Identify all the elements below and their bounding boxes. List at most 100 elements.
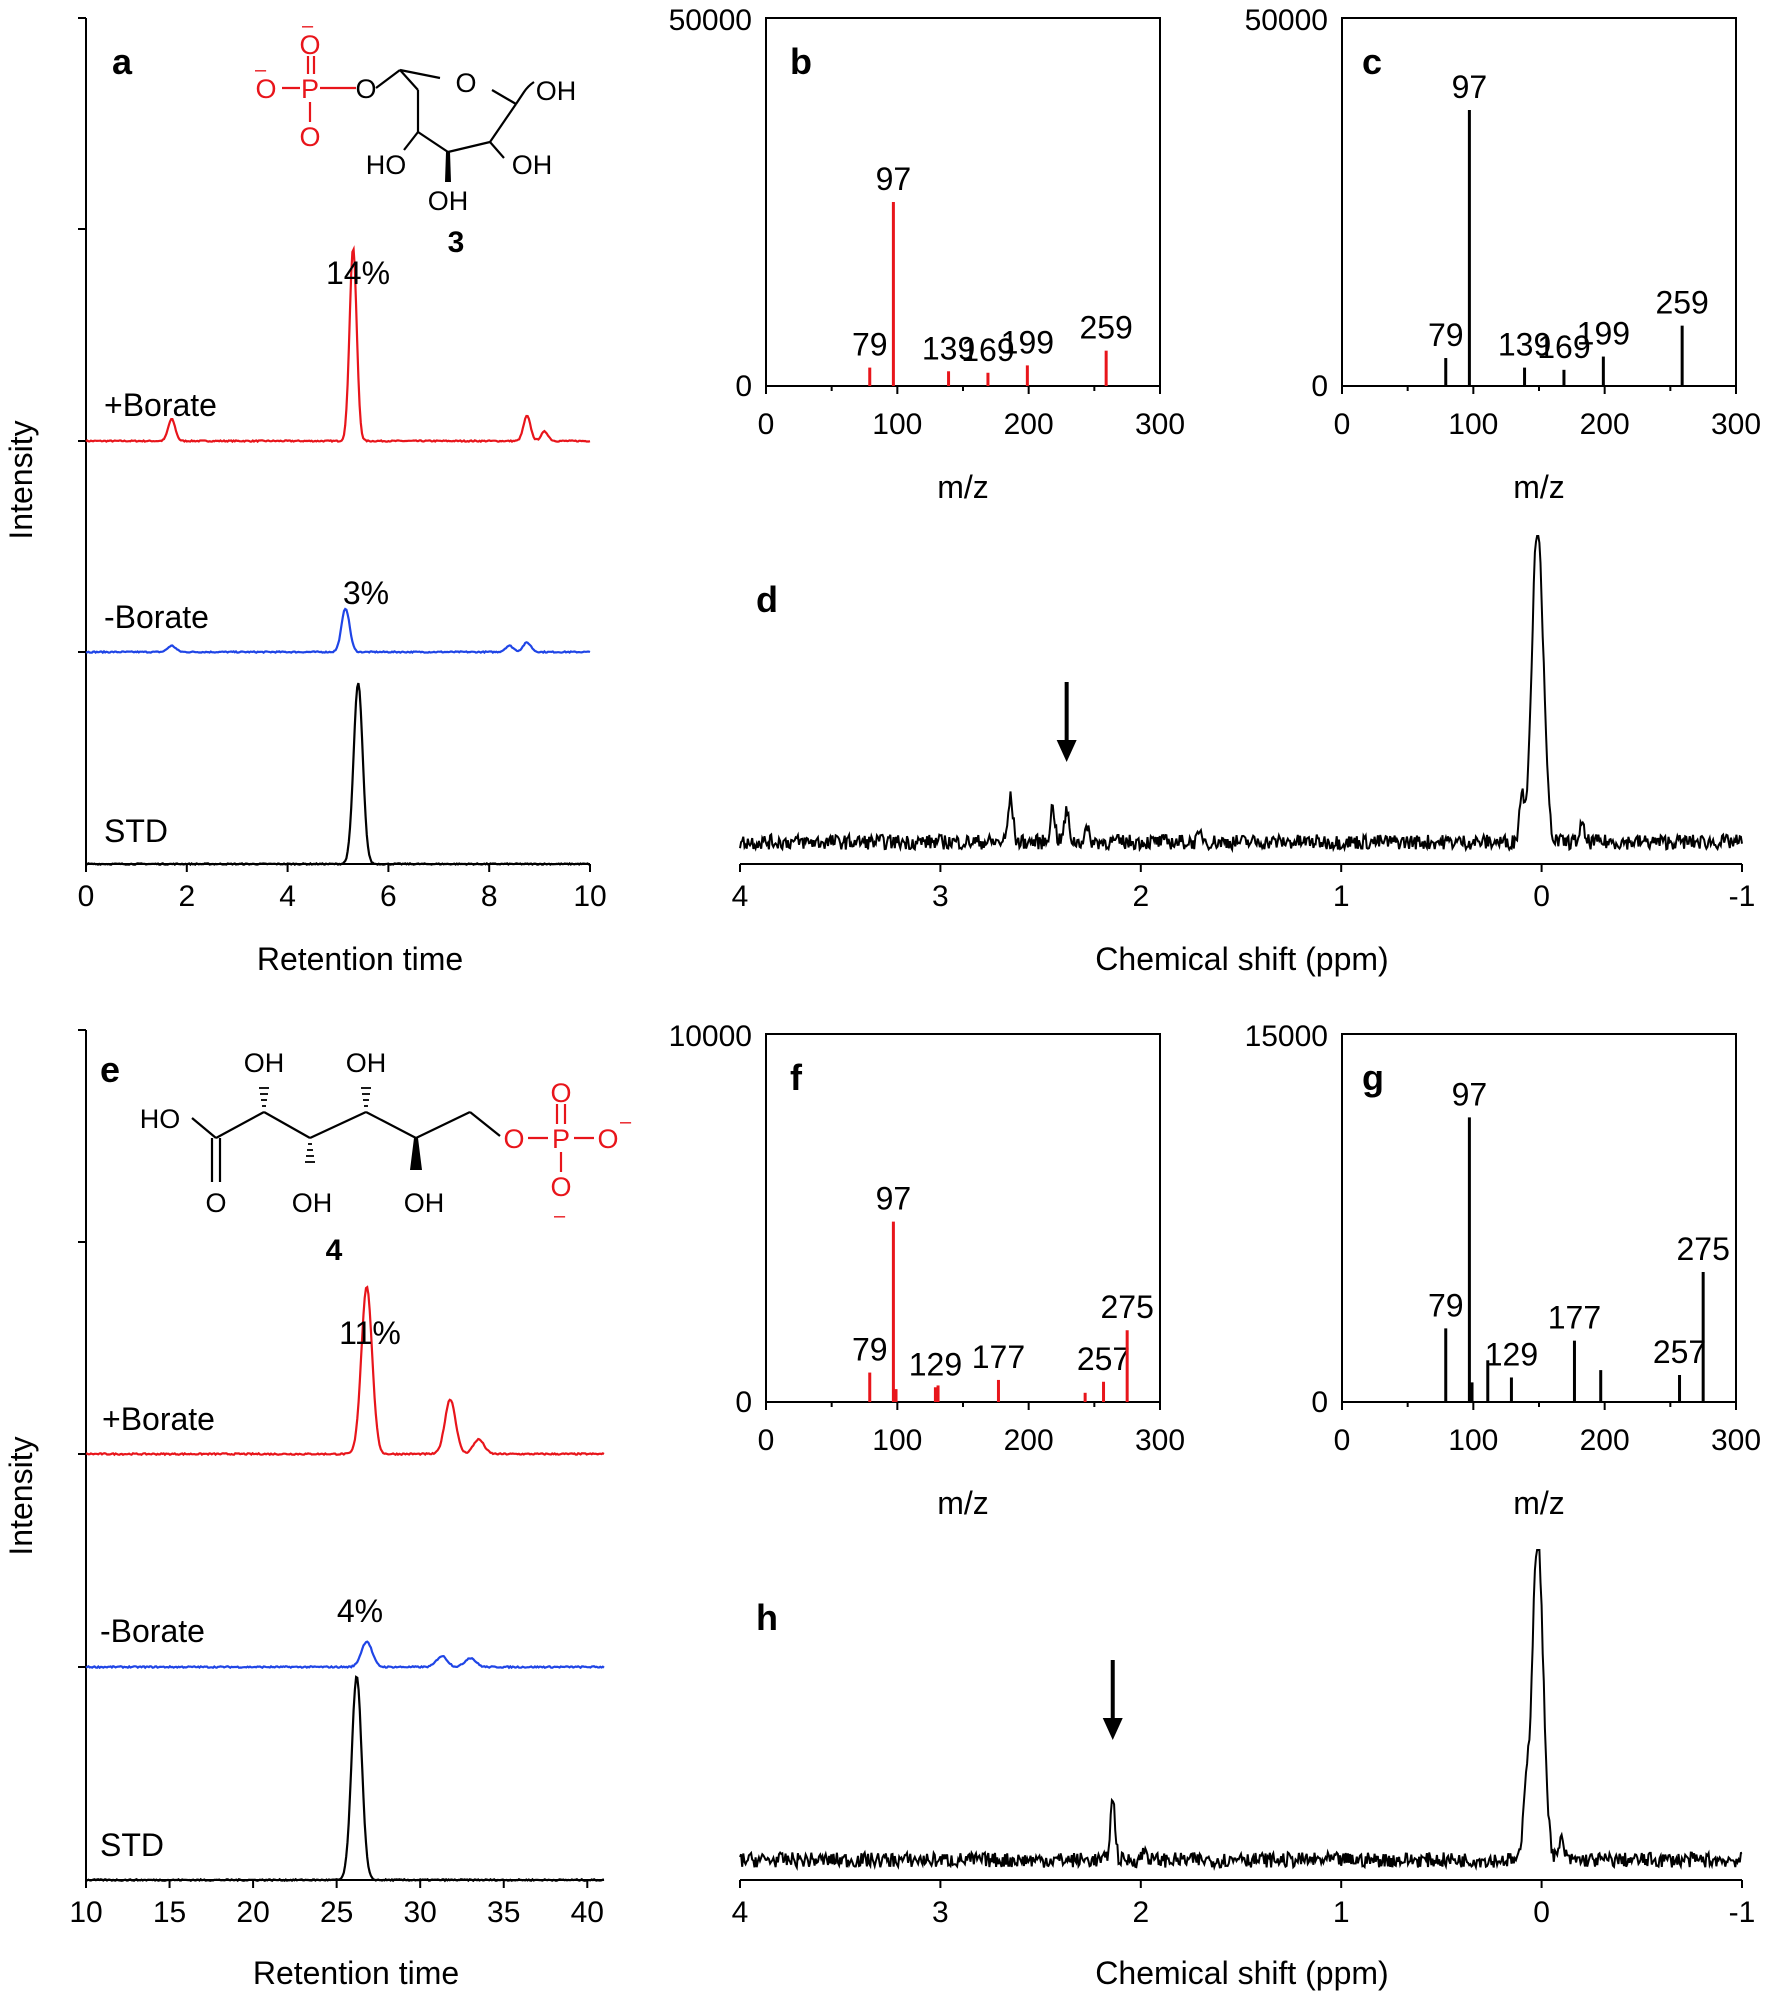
panel-c-peak-label: 259 <box>1655 285 1708 321</box>
panel-g-peak-label: 79 <box>1428 1287 1464 1323</box>
panel-e-x-tick-label: 30 <box>404 1896 437 1929</box>
panel-h-arrow-icon <box>1102 1660 1123 1740</box>
panel-f-peak-label: 129 <box>909 1346 962 1382</box>
compound-3-atom-oh: OH <box>536 76 577 106</box>
panel-c-x-tick-label: 200 <box>1580 408 1630 441</box>
panel-f-label: f <box>790 1057 803 1098</box>
panel-f-peak-label: 79 <box>852 1332 888 1368</box>
compound-4-atom-o: O <box>503 1124 524 1154</box>
panel-c-peak-label: 199 <box>1577 316 1630 352</box>
panel-a-trace-std <box>85 682 591 867</box>
panel-b-peak-label: 139 <box>922 330 975 366</box>
compound-3-atom-o: O <box>299 122 320 152</box>
compound-4-atom-o: O <box>597 1124 618 1154</box>
panel-h-x-ticks: 4 3 2 1 0 -1 <box>732 1880 1756 1929</box>
panel-g-peak-label: 275 <box>1676 1231 1729 1267</box>
panel-e-x-tick-label: 15 <box>153 1896 186 1929</box>
panel-h-x-tick-label: 3 <box>932 1896 949 1929</box>
compound-3-atom-oh: OH <box>428 186 469 216</box>
panel-g-xlabel: m/z <box>1513 1485 1565 1521</box>
panel-a-x-tick-label: 0 <box>78 880 95 913</box>
panel-e-x-tick-label: 35 <box>487 1896 520 1929</box>
compound-4-charge: – <box>554 1205 566 1227</box>
panel-e-x-tick-label: 10 <box>69 1896 102 1929</box>
panel-a-series-label-std: STD <box>104 813 168 849</box>
panel-g-peak-label: 97 <box>1452 1076 1488 1112</box>
compound-3-atom-ho: HO <box>366 150 407 180</box>
panel-c-label: c <box>1362 41 1382 82</box>
compound-3-atom-o: O <box>355 74 376 104</box>
panel-a-ylabel: Intensity <box>3 420 39 539</box>
panel-d: d Chemical shift (ppm) 4 3 2 1 0 -1 <box>732 535 1756 977</box>
panel-d-x-tick-label: 3 <box>932 880 949 913</box>
panel-g-x-tick-label: 0 <box>1334 1424 1351 1457</box>
compound-4-atom-oh: OH <box>244 1048 285 1078</box>
compound-3-atom-oh: OH <box>512 150 553 180</box>
panel-e-xlabel: Retention time <box>253 1955 459 1991</box>
panel-a-x-tick-label: 6 <box>380 880 397 913</box>
panel-b-ytick-label: 50000 <box>669 4 752 37</box>
panel-h-x-tick-label: 4 <box>732 1896 749 1929</box>
compound-4-structure: OH OH HO O OH OH O P O O O – – 4 <box>140 1048 632 1267</box>
panel-b-x-tick-label: 100 <box>872 408 922 441</box>
panel-f-x-tick-label: 200 <box>1004 1424 1054 1457</box>
panel-d-x-tick-label: 1 <box>1333 880 1350 913</box>
compound-3-atom-p: P <box>301 74 319 104</box>
panel-c-peak-label: 79 <box>1428 317 1464 353</box>
compound-3-atom-o: O <box>299 30 320 60</box>
panel-g-peaks: 0 100 200 300 79 97 129 177 257 275 <box>1334 1076 1761 1457</box>
compound-3-number: 3 <box>448 226 465 259</box>
panel-b-peak-label: 259 <box>1079 310 1132 346</box>
panel-a-series-label-minus-borate: -Borate <box>104 599 209 635</box>
panel-d-x-tick-label: 2 <box>1132 880 1149 913</box>
panel-c-peak-label: 139 <box>1498 327 1551 363</box>
compound-3-atom-o: O <box>255 74 276 104</box>
panel-b-peak-label: 97 <box>876 161 912 197</box>
compound-3-charge: – <box>255 59 267 81</box>
panel-g-x-tick-label: 300 <box>1711 1424 1761 1457</box>
panel-b-x-tick-label: 0 <box>758 408 775 441</box>
panel-h-x-tick-label: -1 <box>1729 1896 1756 1929</box>
compound-4-atom-o: O <box>550 1172 571 1202</box>
panel-g-peak-label: 177 <box>1548 1300 1601 1336</box>
panel-c-xlabel: m/z <box>1513 469 1565 505</box>
panel-g-ytick-label: 15000 <box>1245 1020 1328 1053</box>
panel-a-x-tick-label: 10 <box>573 880 606 913</box>
panel-d-x-tick-label: -1 <box>1729 880 1756 913</box>
compound-4-atom-oh: OH <box>404 1188 445 1218</box>
panel-f-x-tick-label: 100 <box>872 1424 922 1457</box>
panel-a-trace-minus-borate <box>85 607 591 655</box>
panel-a-annotation-plus-borate: 14% <box>326 255 390 291</box>
compound-4-atom-p: P <box>552 1124 570 1154</box>
panel-d-label: d <box>756 579 778 620</box>
panel-e-trace-plus-borate <box>85 1285 605 1457</box>
panel-a-x-ticks: 0 2 4 6 8 10 <box>78 864 607 913</box>
panel-h-spectrum <box>739 1549 1743 1872</box>
panel-f-ytick-label: 0 <box>735 1386 752 1419</box>
panel-e-trace-std <box>85 1675 605 1883</box>
panel-f-peak-label: 97 <box>876 1181 912 1217</box>
panel-d-xlabel: Chemical shift (ppm) <box>1095 941 1388 977</box>
panel-c-x-tick-label: 300 <box>1711 408 1761 441</box>
compound-4-charge: – <box>620 1111 632 1133</box>
panel-c-ytick-label: 0 <box>1311 370 1328 403</box>
panel-e-x-tick-label: 25 <box>320 1896 353 1929</box>
panel-d-x-tick-label: 0 <box>1533 880 1550 913</box>
panel-e-x-tick-label: 20 <box>236 1896 269 1929</box>
panel-f-x-tick-label: 0 <box>758 1424 775 1457</box>
panel-h-arrow-head <box>1102 1718 1123 1740</box>
panel-c-peak-label: 169 <box>1537 329 1590 365</box>
panel-g-ytick-label: 0 <box>1311 1386 1328 1419</box>
panel-a: 0 2 4 6 8 10 a Retention time Intensity +Bora… <box>3 15 607 977</box>
panel-f-peaks: 0 100 200 300 79 97 129 177 257 275 <box>758 1181 1185 1457</box>
panel-e-trace-minus-borate <box>85 1640 605 1670</box>
panel-f-x-tick-label: 300 <box>1135 1424 1185 1457</box>
panel-f: f 10000 0 m/z 0 100 200 300 79 97 129 177 257 275 <box>669 1020 1185 1521</box>
panel-e-series-label-minus-borate: -Borate <box>100 1613 205 1649</box>
compound-4-atom-o: O <box>550 1078 571 1108</box>
panel-e-series-label-plus-borate: +Borate <box>102 1401 215 1437</box>
panel-g-x-tick-label: 100 <box>1448 1424 1498 1457</box>
